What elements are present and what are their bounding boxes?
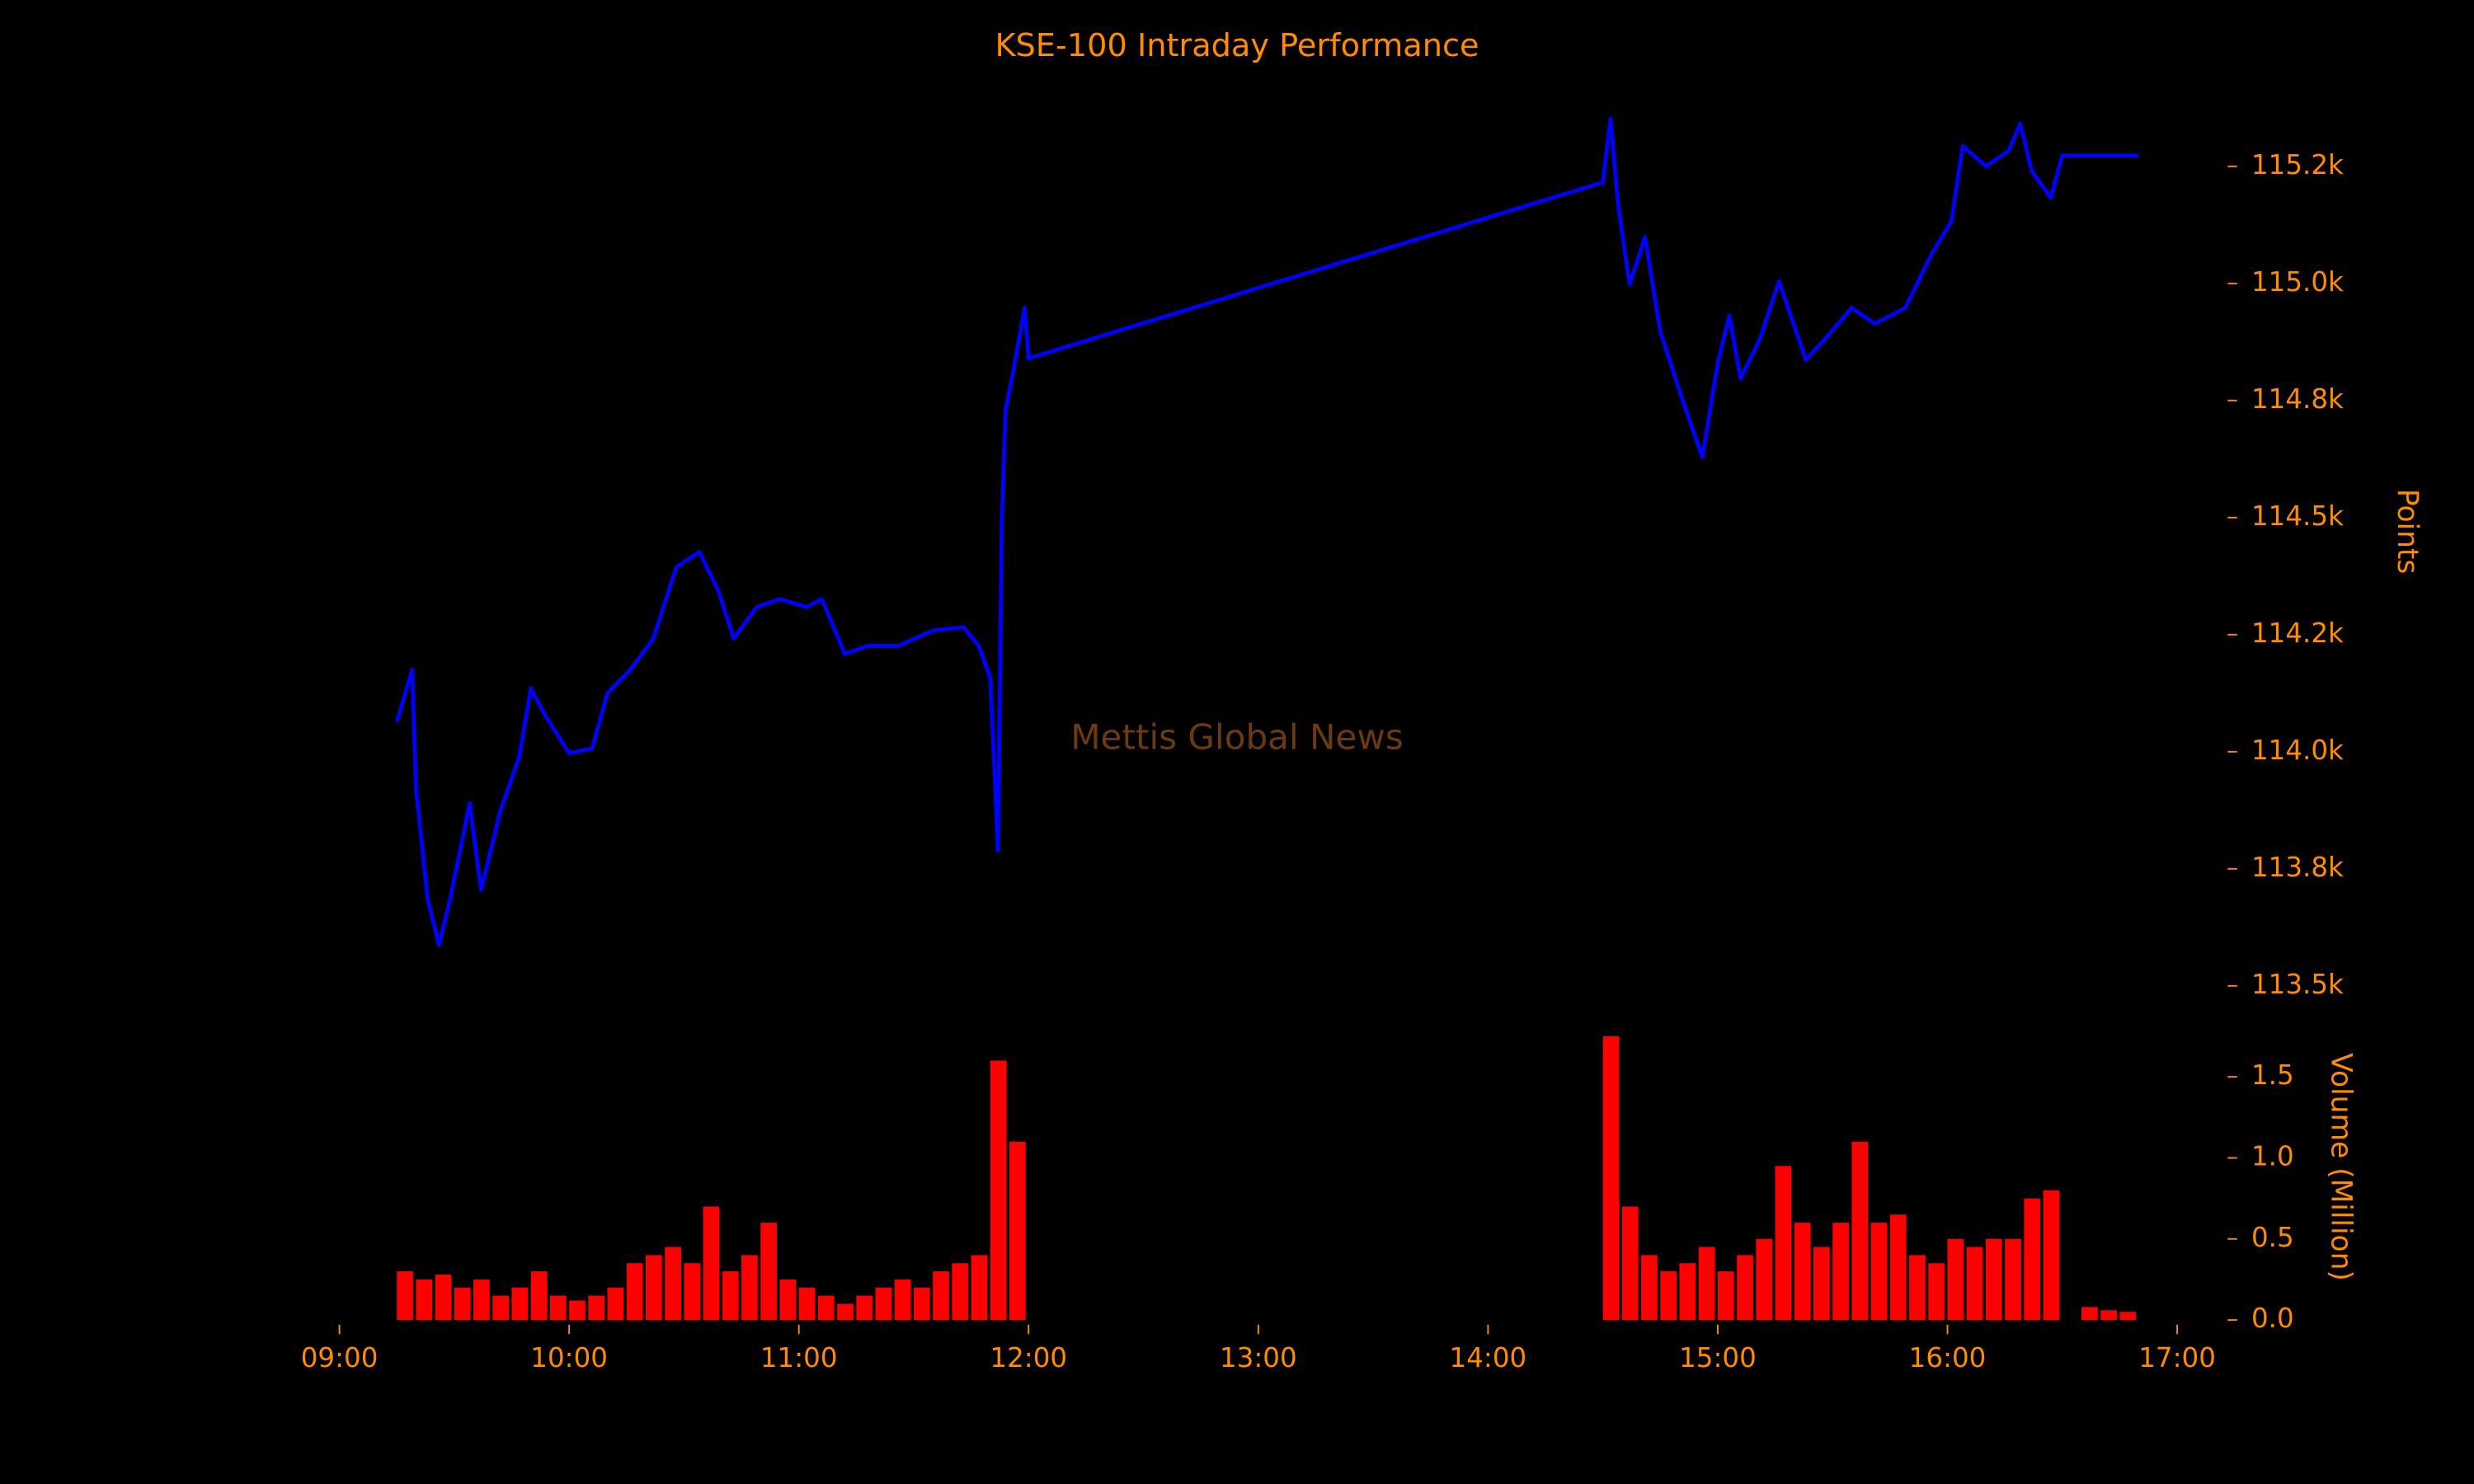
volume-bar	[1602, 1036, 1620, 1321]
volume-bar	[1621, 1206, 1639, 1321]
volume-bar	[703, 1206, 720, 1321]
volume-bar	[875, 1287, 892, 1321]
volume-bar	[1641, 1255, 1658, 1321]
volume-bar	[913, 1287, 930, 1321]
volume-bar	[2119, 1312, 2137, 1321]
volume-bar	[626, 1263, 643, 1321]
volume-bar	[894, 1279, 911, 1321]
volume-bar	[1870, 1223, 1888, 1321]
volume-bar	[1985, 1238, 2002, 1321]
volume-bar	[1737, 1255, 1753, 1321]
x-tick-label: 11:00	[760, 1342, 838, 1374]
volume-bar	[1832, 1223, 1849, 1321]
volume-bar	[760, 1223, 778, 1321]
y-tick-label: 115.0k	[2251, 266, 2344, 298]
volume-bar	[530, 1271, 548, 1321]
y-tick-label: 1.0	[2251, 1140, 2294, 1172]
volume-bar	[971, 1255, 988, 1321]
volume-bar	[416, 1279, 433, 1321]
x-tick-label: 13:00	[1220, 1342, 1297, 1374]
x-tick-label: 10:00	[530, 1342, 608, 1374]
volume-bar	[722, 1271, 739, 1321]
volume-bar	[1775, 1166, 1792, 1321]
volume-bar	[645, 1255, 662, 1321]
volume-bar	[511, 1287, 529, 1321]
y-tick-label: 114.0k	[2251, 735, 2344, 766]
x-tick-label: 17:00	[2138, 1342, 2216, 1374]
volume-bar	[1947, 1238, 1964, 1321]
y-tick-label: 114.5k	[2251, 500, 2344, 532]
volume-bar	[569, 1300, 586, 1321]
y-tick-label: 115.2k	[2251, 149, 2344, 181]
volume-bar	[549, 1295, 567, 1321]
volume-bar	[2100, 1310, 2117, 1321]
volume-bar	[588, 1295, 605, 1321]
volume-bar	[990, 1060, 1007, 1321]
volume-bar	[2024, 1198, 2041, 1321]
volume-bar	[1928, 1263, 1945, 1321]
y-tick-label: 1.5	[2251, 1059, 2294, 1091]
y-tick-label: 114.8k	[2251, 383, 2344, 415]
volume-bar	[817, 1295, 835, 1321]
volume-bar	[1679, 1263, 1696, 1321]
y-tick-label: 113.5k	[2251, 969, 2344, 1000]
volume-bar	[1909, 1255, 1926, 1321]
chart-title: KSE-100 Intraday Performance	[995, 27, 1479, 64]
volume-bar	[607, 1287, 624, 1321]
volume-bar	[856, 1295, 873, 1321]
volume-bar	[1717, 1271, 1734, 1321]
volume-bar	[1813, 1247, 1830, 1321]
x-tick-label: 15:00	[1679, 1342, 1757, 1374]
y-tick-label: 0.5	[2251, 1222, 2294, 1253]
volume-bar	[1889, 1214, 1907, 1321]
volume-bar	[2081, 1307, 2098, 1321]
volume-bar	[1009, 1141, 1026, 1321]
volume-bar	[837, 1303, 854, 1321]
y-axis-label: Points	[2391, 489, 2424, 574]
volume-bar	[933, 1271, 949, 1321]
volume-bar	[665, 1247, 681, 1321]
y-tick-label: 0.0	[2251, 1303, 2294, 1334]
volume-bar	[454, 1287, 471, 1321]
x-tick-label: 14:00	[1450, 1342, 1527, 1374]
volume-bar	[1756, 1238, 1773, 1321]
volume-bar	[1794, 1223, 1811, 1321]
volume-bar	[397, 1271, 413, 1321]
volume-bar	[798, 1287, 816, 1321]
volume-bar	[1660, 1271, 1677, 1321]
volume-bar	[2005, 1238, 2021, 1321]
y-axis-label: Volume (Million)	[2325, 1053, 2358, 1281]
volume-bar	[435, 1275, 452, 1321]
volume-bar	[473, 1279, 490, 1321]
y-tick-label: 113.8k	[2251, 852, 2344, 883]
volume-bar	[1698, 1247, 1715, 1321]
volume-bar	[1851, 1141, 1869, 1321]
volume-bar	[952, 1263, 969, 1321]
watermark: Mettis Global News	[1070, 717, 1403, 758]
volume-bar	[741, 1255, 758, 1321]
x-tick-label: 12:00	[990, 1342, 1067, 1374]
volume-bar	[2043, 1190, 2060, 1321]
volume-bar	[492, 1295, 510, 1321]
volume-bar	[684, 1263, 701, 1321]
price-line	[394, 117, 2139, 947]
volume-bar	[779, 1279, 797, 1321]
x-tick-label: 09:00	[301, 1342, 379, 1374]
volume-bar	[1966, 1247, 1983, 1321]
y-tick-label: 114.2k	[2251, 618, 2344, 649]
x-tick-label: 16:00	[1909, 1342, 1987, 1374]
